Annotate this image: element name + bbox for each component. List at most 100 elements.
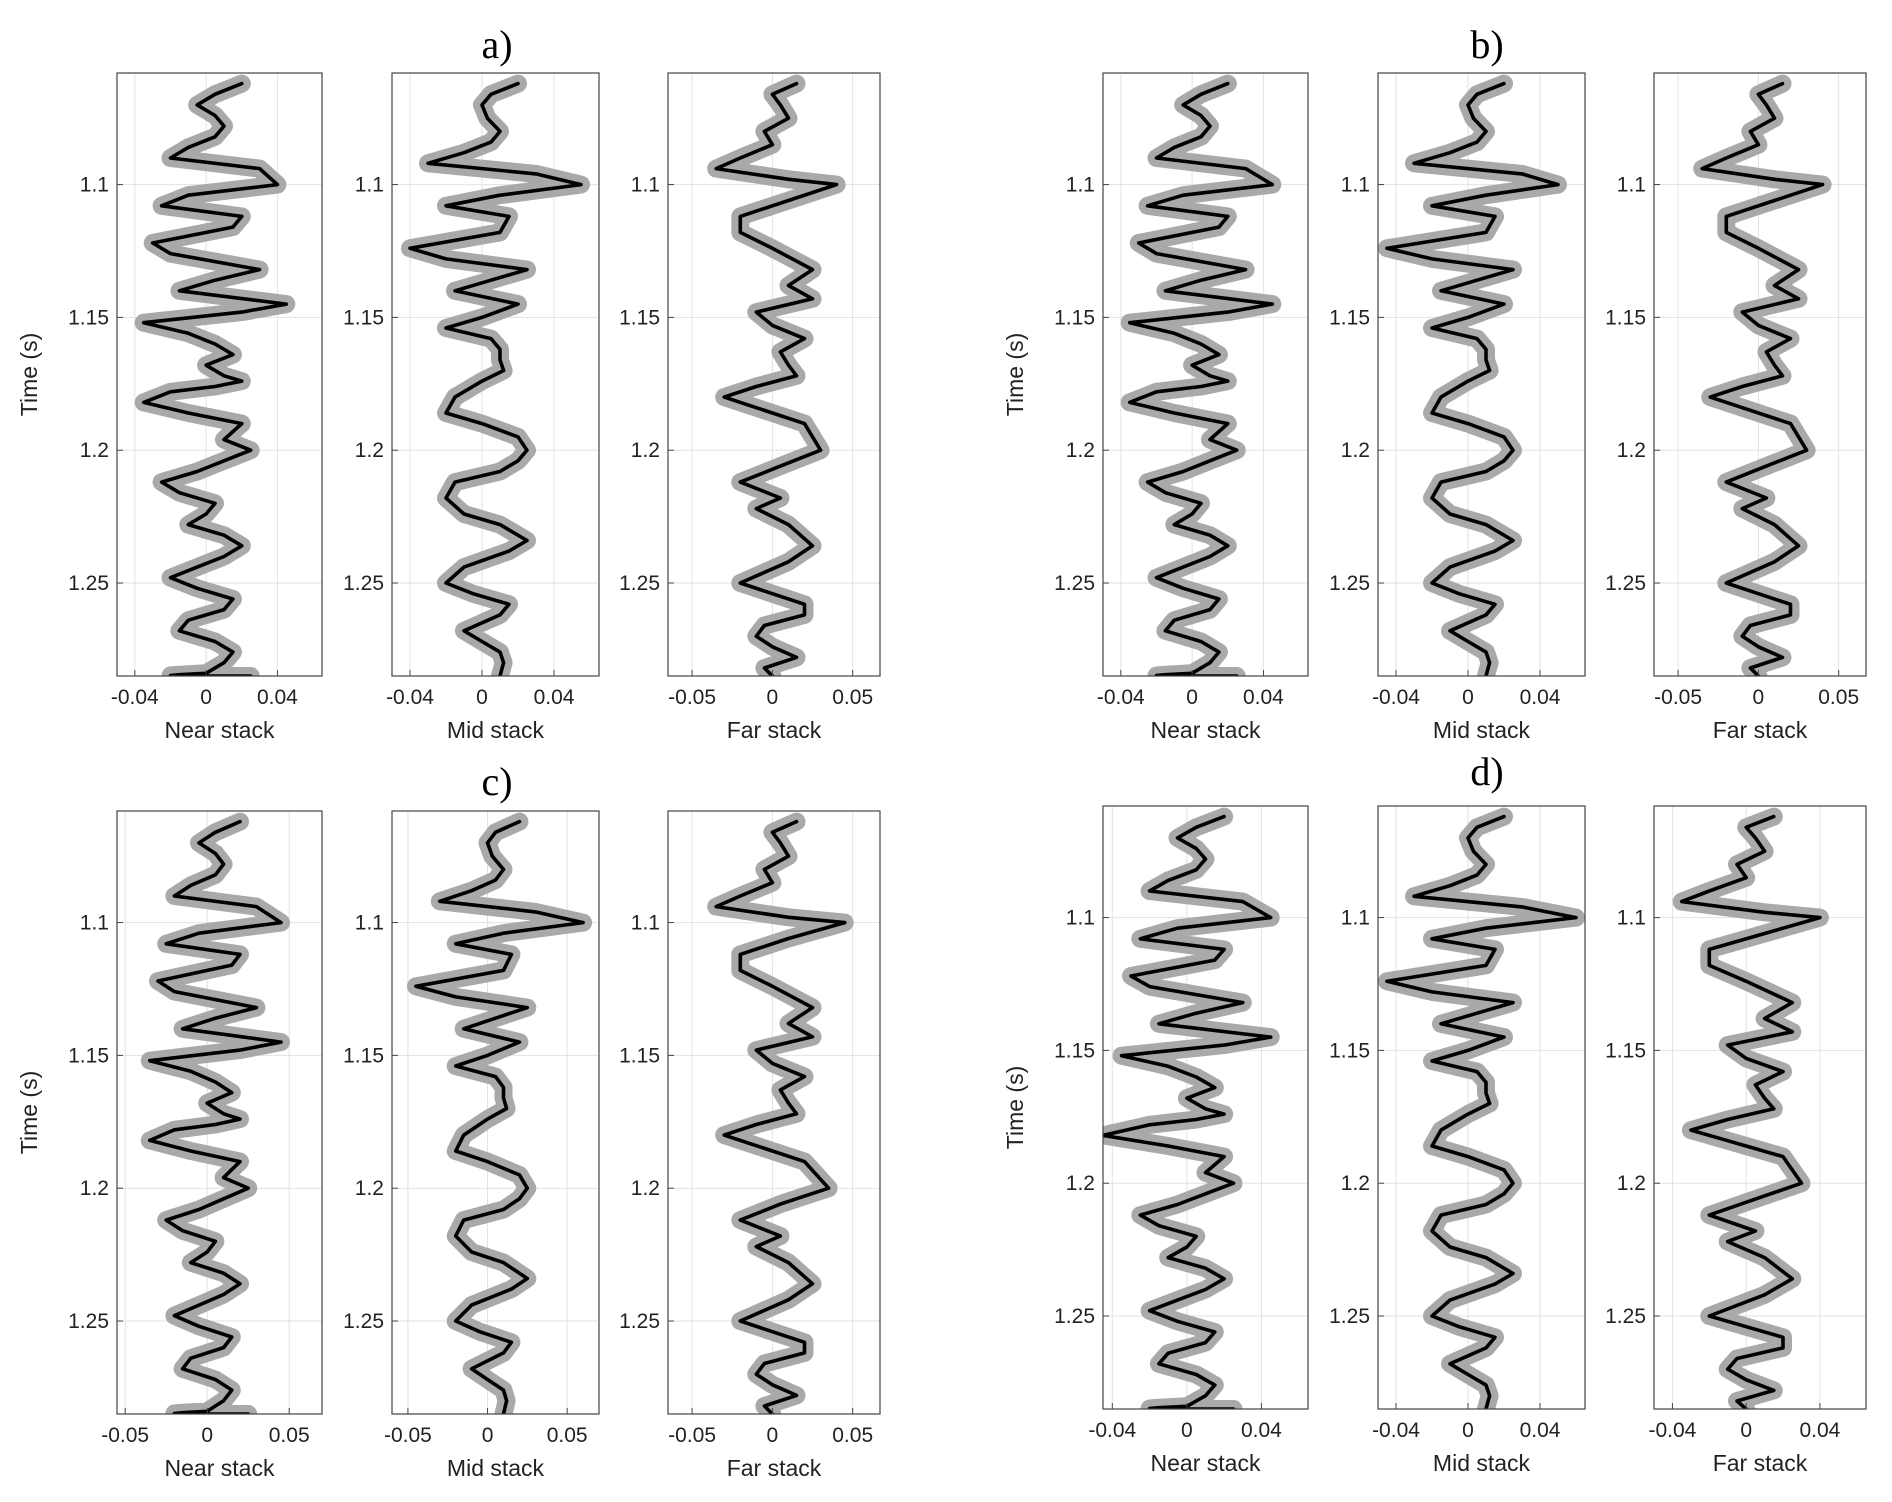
panel-3-subplot-0-xtick-label-1: 0 xyxy=(1181,1419,1193,1442)
panel-2-subplot-2-ytick-label-3: 1.25 xyxy=(619,1310,660,1333)
panel-1-subplot-1-trace-line xyxy=(1385,81,1560,676)
panel-2-subplot-0-xlabel: Near stack xyxy=(165,1455,275,1481)
panel-2-subplot-1-ytick-label-2: 1.2 xyxy=(355,1177,384,1200)
panel-1-subplot-0-xtick-label-2: 0.04 xyxy=(1243,686,1284,709)
panel-3-subplot-1-ytick-label-0: 1.1 xyxy=(1341,907,1370,930)
panel-3-subplot-0-ytick-label-2: 1.2 xyxy=(1066,1172,1095,1195)
panel-3-subplot-2: -0.04 0 0.04 1.1 1.15 1.2 1.25 Far stack xyxy=(1605,805,1867,1476)
panel-1-subplot-1-xtick-label-1: 0 xyxy=(1462,686,1474,709)
panel-2-subplot-0-ylabel: Time (s) xyxy=(16,1071,42,1154)
panel-2-subplot-2-axes-frame xyxy=(667,810,881,1415)
panel-2-subplot-2-xlabel: Far stack xyxy=(727,1455,822,1481)
panel-0-subplot-1-xlabel: Mid stack xyxy=(447,717,545,743)
panel-3-subplot-0-axes-frame xyxy=(1102,805,1309,1410)
panel-0-subplot-2-xtick-label-2: 0.05 xyxy=(832,686,873,709)
panel-0-subplot-1-axes-frame xyxy=(391,72,600,677)
panel-2-subplot-1-axes-frame xyxy=(391,810,600,1415)
panel-2-subplot-1-xtick-label-2: 0.05 xyxy=(547,1424,588,1447)
panel-0-subplot-1-xtick-label-0: -0.04 xyxy=(386,686,434,709)
panel-3-subplot-1-xtick-label-1: 0 xyxy=(1462,1419,1474,1442)
panel-3-subplot-1-xtick-label-2: 0.04 xyxy=(1520,1419,1561,1442)
panel-1-subplot-2-ytick-label-0: 1.1 xyxy=(1617,174,1646,197)
panel-1-subplot-0: -0.04 0 0.04 1.1 1.15 1.2 1.25 Near stack Time (… xyxy=(1002,72,1309,743)
panel-3-subplot-2-trace-line xyxy=(1679,814,1822,1409)
panel-1-subplot-2-ytick-label-3: 1.25 xyxy=(1605,572,1646,595)
panel-label-a: a) xyxy=(481,22,512,67)
panel-0-subplot-1-trace-line xyxy=(408,81,583,676)
panel-1-subplot-0-ytick-label-0: 1.1 xyxy=(1066,174,1095,197)
panel-0-subplot-2-trace-line xyxy=(714,81,839,676)
panel-0-subplot-1-xtick-label-2: 0.04 xyxy=(534,686,575,709)
panel-1-subplot-1-ytick-label-3: 1.25 xyxy=(1329,572,1370,595)
panel-0-subplot-1-ytick-label-3: 1.25 xyxy=(343,572,384,595)
panel-2-subplot-2-ytick-label-2: 1.2 xyxy=(631,1177,660,1200)
panel-2-subplot-1-xlabel: Mid stack xyxy=(447,1455,545,1481)
panel-3-subplot-0-ytick-label-0: 1.1 xyxy=(1066,907,1095,930)
panel-2-subplot-0-ytick-label-0: 1.1 xyxy=(80,912,109,935)
panel-3-subplot-0: -0.04 0 0.04 1.1 1.15 1.2 1.25 Near stack Time (… xyxy=(1002,805,1309,1476)
panel-0-subplot-0-xlabel: Near stack xyxy=(165,717,275,743)
panel-1-subplot-0-ytick-label-2: 1.2 xyxy=(1066,439,1095,462)
panel-0-subplot-2: -0.05 0 0.05 1.1 1.15 1.2 1.25 Far stack xyxy=(619,72,881,743)
panel-0-subplot-0-ytick-label-3: 1.25 xyxy=(68,572,109,595)
panel-1-subplot-1-axes-frame xyxy=(1377,72,1586,677)
panel-3-subplot-1-ytick-label-3: 1.25 xyxy=(1329,1305,1370,1328)
panel-0-subplot-2-ytick-label-3: 1.25 xyxy=(619,572,660,595)
panel-0-subplot-2-xtick-label-0: -0.05 xyxy=(668,686,716,709)
panel-3-subplot-1-ytick-label-1: 1.15 xyxy=(1329,1039,1370,1062)
panel-3-subplot-1-ytick-label-2: 1.2 xyxy=(1341,1172,1370,1195)
panel-0-subplot-2-ytick-label-0: 1.1 xyxy=(631,174,660,197)
panel-2-subplot-0-ytick-label-1: 1.15 xyxy=(68,1044,109,1067)
panel-2-subplot-1-trace-line xyxy=(414,819,585,1414)
panel-3-subplot-2-ytick-label-2: 1.2 xyxy=(1617,1172,1646,1195)
panel-2-subplot-1-xtick-label-1: 0 xyxy=(482,1424,494,1447)
panel-2-subplot-1-xtick-label-0: -0.05 xyxy=(384,1424,432,1447)
panel-3-subplot-2-ytick-label-0: 1.1 xyxy=(1617,907,1646,930)
panel-2-subplot-0-xtick-label-2: 0.05 xyxy=(269,1424,310,1447)
panel-0-subplot-0-ytick-label-0: 1.1 xyxy=(80,174,109,197)
panel-2-subplot-1: -0.05 0 0.05 1.1 1.15 1.2 1.25 Mid stack xyxy=(343,810,600,1481)
panel-1-subplot-2-axes-frame xyxy=(1653,72,1867,677)
panel-3-subplot-0-xtick-label-0: -0.04 xyxy=(1088,1419,1136,1442)
panel-1-subplot-2-ytick-label-1: 1.15 xyxy=(1605,306,1646,329)
panel-2-subplot-2-trace-line xyxy=(714,819,847,1414)
panel-label-c: c) xyxy=(481,759,512,804)
panel-2-subplot-0-ytick-label-3: 1.25 xyxy=(68,1310,109,1333)
panel-3-subplot-2-ytick-label-3: 1.25 xyxy=(1605,1305,1646,1328)
panel-1-subplot-0-ytick-label-1: 1.15 xyxy=(1054,306,1095,329)
panel-2-subplot-2-ytick-label-1: 1.15 xyxy=(619,1044,660,1067)
panel-1-subplot-1-xlabel: Mid stack xyxy=(1433,717,1531,743)
panel-0-subplot-1-ytick-label-1: 1.15 xyxy=(343,306,384,329)
panel-0-subplot-2-xlabel: Far stack xyxy=(727,717,822,743)
panel-label-d: d) xyxy=(1470,749,1503,794)
panel-1-subplot-2-xtick-label-2: 0.05 xyxy=(1818,686,1859,709)
panel-2-subplot-0-ytick-label-2: 1.2 xyxy=(80,1177,109,1200)
panel-3-subplot-2-axes-frame xyxy=(1653,805,1867,1410)
panel-0-subplot-0-ytick-label-1: 1.15 xyxy=(68,306,109,329)
panel-1-subplot-2-xtick-label-0: -0.05 xyxy=(1654,686,1702,709)
panel-1-subplot-0-xtick-label-1: 0 xyxy=(1186,686,1198,709)
panel-0-subplot-0-xtick-label-2: 0.04 xyxy=(257,686,298,709)
panel-2-subplot-0-axes-frame xyxy=(116,810,323,1415)
panel-0-subplot-0-axes-frame xyxy=(116,72,323,677)
panel-0-subplot-0-xtick-label-1: 0 xyxy=(200,686,212,709)
panel-3-subplot-1-trace-line xyxy=(1385,814,1578,1409)
panel-2-subplot-1-ytick-label-1: 1.15 xyxy=(343,1044,384,1067)
panel-3-subplot-0-ylabel: Time (s) xyxy=(1002,1066,1028,1149)
panel-3-subplot-2-xtick-label-2: 0.04 xyxy=(1799,1419,1840,1442)
panel-0-subplot-0-ylabel: Time (s) xyxy=(16,333,42,416)
panel-0-subplot-2-axes-frame xyxy=(667,72,881,677)
panel-0-subplot-0-ytick-label-2: 1.2 xyxy=(80,439,109,462)
panel-1-subplot-1-ytick-label-0: 1.1 xyxy=(1341,174,1370,197)
panel-2-subplot-1-ytick-label-0: 1.1 xyxy=(355,912,384,935)
panel-3-subplot-1-xtick-label-0: -0.04 xyxy=(1372,1419,1420,1442)
panel-0-subplot-2-ytick-label-2: 1.2 xyxy=(631,439,660,462)
panel-label-b: b) xyxy=(1470,22,1503,67)
panel-3-subplot-0-ytick-label-3: 1.25 xyxy=(1054,1305,1095,1328)
panel-0-subplot-2-xtick-label-1: 0 xyxy=(767,686,779,709)
panel-1-subplot-1-ytick-label-2: 1.2 xyxy=(1341,439,1370,462)
panel-0-subplot-0: -0.04 0 0.04 1.1 1.15 1.2 1.25 Near stack Time (… xyxy=(16,72,323,743)
panel-0-subplot-2-ytick-label-1: 1.15 xyxy=(619,306,660,329)
panel-1-subplot-1-ytick-label-1: 1.15 xyxy=(1329,306,1370,329)
